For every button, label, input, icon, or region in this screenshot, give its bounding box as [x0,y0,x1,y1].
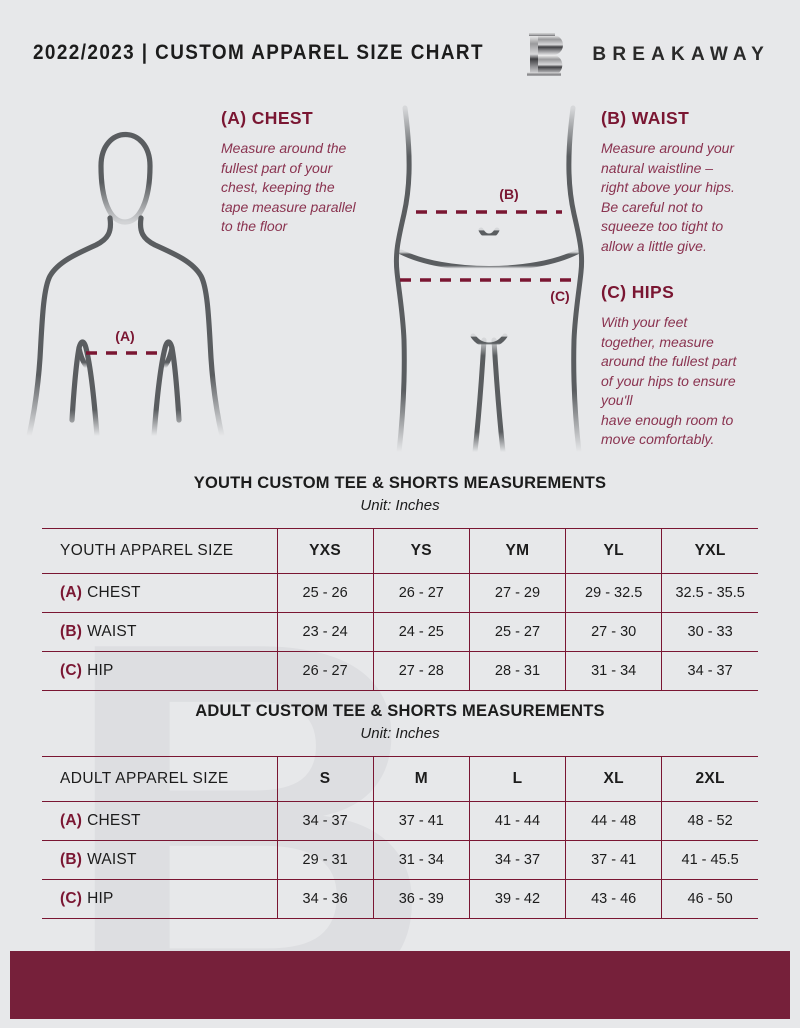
table-measure-label: (B) WAIST [42,840,278,880]
table-row: (A) CHEST 34 - 37 37 - 41 41 - 44 44 - 48 48 -… [42,801,758,841]
upper-body-outline: (A) [26,131,225,439]
adult-size-table: ADULT APPAREL SIZE S M L XL 2XL (A) CHEST 34 - 3… [42,756,758,919]
table-header-row: ADULT APPAREL SIZE S M L XL 2XL [42,756,758,802]
measurement-illustrations: (A) [0,96,800,466]
table-cell: 34 - 37 [277,801,374,841]
measure-tag: (C) [60,890,83,907]
table-size-header: YS [373,528,470,574]
table-size-header: XL [565,756,663,802]
page-header: 2022/2023 | CUSTOM APPAREL SIZE CHART [0,0,800,96]
table-measure-label: (A) CHEST [42,801,278,841]
callout-hips: (C) HIPS With your feet together, measur… [601,282,791,450]
table-row: (C) HIP 34 - 36 36 - 39 39 - 42 43 - 46 46 - 5… [42,879,758,919]
breakaway-b-logo-icon [527,33,564,77]
lower-body-outline: (B) (C) [393,105,585,455]
adult-table-unit: Unit: Inches [360,725,440,742]
table-row-header-label: YOUTH APPAREL SIZE [42,528,278,574]
callout-chest: (A) CHEST Measure around the fullest par… [221,108,396,237]
table-cell: 25 - 27 [469,612,567,652]
table-size-header: 2XL [661,756,758,802]
callout-chest-body: Measure around the fullest part of your … [221,140,356,234]
table-cell: 29 - 31 [277,840,374,880]
table-cell: 27 - 30 [565,612,663,652]
table-row: (C) HIP 26 - 27 27 - 28 28 - 31 31 - 34 34 - 3… [42,651,758,691]
table-cell: 36 - 39 [373,879,470,919]
table-cell: 34 - 36 [277,879,374,919]
waist-marker-label: (B) [499,186,518,202]
table-size-header: L [469,756,567,802]
adult-table-title: ADULT CUSTOM TEE & SHORTS MEASUREMENTS [195,702,605,720]
youth-table-title: YOUTH CUSTOM TEE & SHORTS MEASUREMENTS [193,474,607,492]
hip-marker-label: (C) [550,288,569,304]
table-measure-label: (C) HIP [42,879,278,919]
table-measure-label: (C) HIP [42,651,278,691]
table-cell: 26 - 27 [373,573,470,613]
table-cell: 43 - 46 [565,879,663,919]
measure-tag: (A) [60,812,83,829]
youth-table-body: YOUTH APPAREL SIZE YXS YS YM YL YXL (A) CHEST 25… [42,528,758,691]
table-cell: 34 - 37 [469,840,567,880]
table-size-header: S [277,756,374,802]
table-measure-label: (B) WAIST [42,612,278,652]
page-title: 2022/2023 | CUSTOM APPAREL SIZE CHART [33,40,484,64]
table-row: (B) WAIST 23 - 24 24 - 25 25 - 27 27 - 30 30 -… [42,612,758,652]
table-cell: 28 - 31 [469,651,567,691]
table-size-header: YL [565,528,663,574]
youth-table-block: YOUTH CUSTOM TEE & SHORTS MEASUREMENTS U… [42,474,758,691]
table-cell: 31 - 34 [565,651,663,691]
table-size-header: M [373,756,470,802]
table-cell: 25 - 26 [277,573,374,613]
table-row: (A) CHEST 25 - 26 26 - 27 27 - 29 29 - 32.5 32… [42,573,758,613]
brand-lockup: BREAKAWAY [526,32,770,78]
table-cell: 30 - 33 [661,612,758,652]
callout-waist-body: Measure around your natural waistline – … [601,140,735,254]
youth-table-unit: Unit: Inches [360,497,440,514]
chest-marker-label: (A) [115,328,134,344]
callout-hips-title: (C) HIPS [601,282,675,302]
table-cell: 23 - 24 [277,612,374,652]
table-measure-label: (A) CHEST [42,573,278,613]
youth-size-table: YOUTH APPAREL SIZE YXS YS YM YL YXL (A) CHEST 25… [42,528,758,691]
callout-waist-title: (B) WAIST [601,108,690,128]
table-cell: 31 - 34 [373,840,470,880]
table-cell: 24 - 25 [373,612,470,652]
table-cell: 26 - 27 [277,651,374,691]
table-cell: 46 - 50 [661,879,758,919]
table-cell: 39 - 42 [469,879,567,919]
table-cell: 44 - 48 [565,801,663,841]
measure-tag: (B) [60,623,83,640]
table-cell: 32.5 - 35.5 [661,573,758,613]
table-header-row: YOUTH APPAREL SIZE YXS YS YM YL YXL [42,528,758,574]
footer-bar [10,951,790,1019]
table-size-header: YXS [277,528,374,574]
table-cell: 41 - 44 [469,801,567,841]
table-cell: 27 - 28 [373,651,470,691]
table-cell: 37 - 41 [373,801,470,841]
table-cell: 41 - 45.5 [661,840,758,880]
table-size-header: YM [469,528,567,574]
table-row: (B) WAIST 29 - 31 31 - 34 34 - 37 37 - 41 41 -… [42,840,758,880]
table-cell: 27 - 29 [469,573,567,613]
table-cell: 29 - 32.5 [565,573,663,613]
brand-name: BREAKAWAY [592,44,770,65]
callout-chest-title: (A) CHEST [221,108,314,128]
table-cell: 48 - 52 [661,801,758,841]
table-cell: 34 - 37 [661,651,758,691]
callout-hips-body: With your feet together, measure around … [601,314,737,447]
measure-tag: (B) [60,851,83,868]
table-size-header: YXL [661,528,758,574]
callout-waist: (B) WAIST Measure around your natural wa… [601,108,786,256]
adult-table-block: ADULT CUSTOM TEE & SHORTS MEASUREMENTS U… [42,702,758,919]
table-row-header-label: ADULT APPAREL SIZE [42,756,278,802]
table-cell: 37 - 41 [565,840,663,880]
measure-tag: (A) [60,584,83,601]
adult-table-body: ADULT APPAREL SIZE S M L XL 2XL (A) CHEST 34 - 3… [42,756,758,919]
measure-tag: (C) [60,662,83,679]
